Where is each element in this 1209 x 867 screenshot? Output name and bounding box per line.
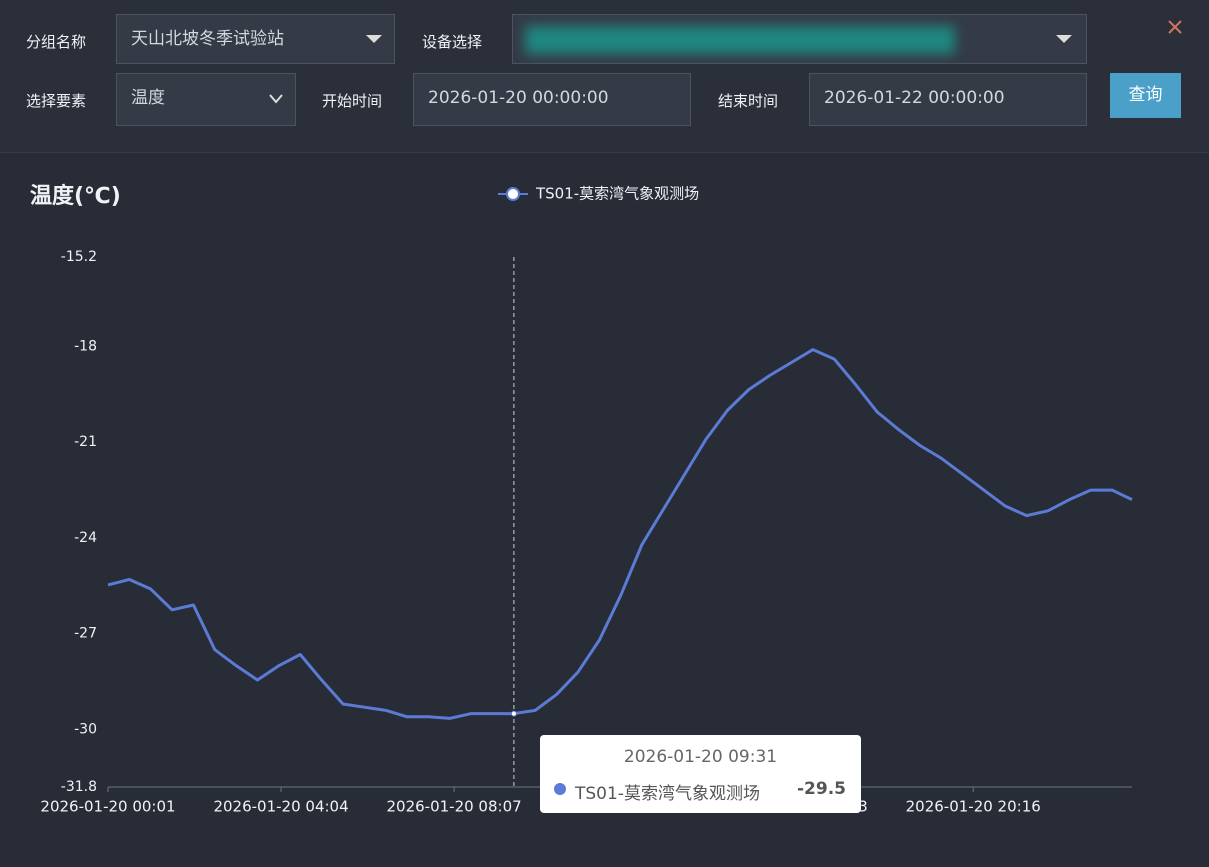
y-tick-label: -31.8 <box>61 779 97 795</box>
y-tick-label: -27 <box>74 626 97 642</box>
device-select[interactable] <box>512 14 1087 64</box>
x-tick-label: 2026-01-20 00:01 <box>40 798 175 816</box>
y-tick-label: -21 <box>74 434 97 450</box>
x-tick-label: 2026-01-20 20:16 <box>906 798 1041 816</box>
tooltip-series: TS01-莫索湾气象观测场 <box>575 784 760 804</box>
tooltip-marker <box>554 783 566 795</box>
query-button[interactable]: 查询 <box>1110 73 1181 118</box>
label: 选择要素 <box>26 92 87 110</box>
label: 开始时间 <box>322 92 383 110</box>
dropdown-arrow <box>1056 35 1072 43</box>
select-value: 温度 <box>131 88 165 108</box>
blurred-tag <box>525 26 955 54</box>
dropdown-arrow <box>269 94 283 104</box>
select-value: 天山北坡冬季试验站 <box>131 29 284 49</box>
tooltip-value: -29.5 <box>797 779 846 799</box>
dropdown-arrow <box>366 35 382 43</box>
tooltip-time: 2026-01-20 09:31 <box>623 747 778 767</box>
y-tick-label: -18 <box>74 338 97 354</box>
legend-label: TS01-莫索湾气象观测场 <box>535 185 699 203</box>
close-button[interactable] <box>1167 19 1183 35</box>
filter-bar: 分组名称 天山北坡冬季试验站 设备选择 选择要素 温度 开始时间 2026-01… <box>0 0 1209 153</box>
element-select[interactable]: 温度 <box>116 73 296 126</box>
tooltip: 2026-01-20 09:31 TS01-莫索湾气象观测场 -29.5 <box>540 735 861 813</box>
chart-title: 温度(℃) <box>30 183 121 209</box>
hover-point <box>510 710 517 717</box>
label: 设备选择 <box>422 33 483 51</box>
legend-marker <box>506 187 520 201</box>
y-tick-label: -15.2 <box>61 249 97 265</box>
group-select[interactable]: 天山北坡冬季试验站 <box>116 14 395 64</box>
end-time-input[interactable]: 2026-01-22 00:00:00 <box>809 73 1087 126</box>
x-tick-label: 2026-01-20 08:07 <box>386 798 521 816</box>
label: 分组名称 <box>26 33 87 51</box>
line-series <box>107 348 1133 720</box>
y-tick-label: -24 <box>74 530 97 546</box>
label: 结束时间 <box>718 92 779 110</box>
start-time-input[interactable]: 2026-01-20 00:00:00 <box>413 73 691 126</box>
x-tick-label: 2026-01-20 04:04 <box>213 798 348 816</box>
y-tick-label: -30 <box>74 722 97 738</box>
